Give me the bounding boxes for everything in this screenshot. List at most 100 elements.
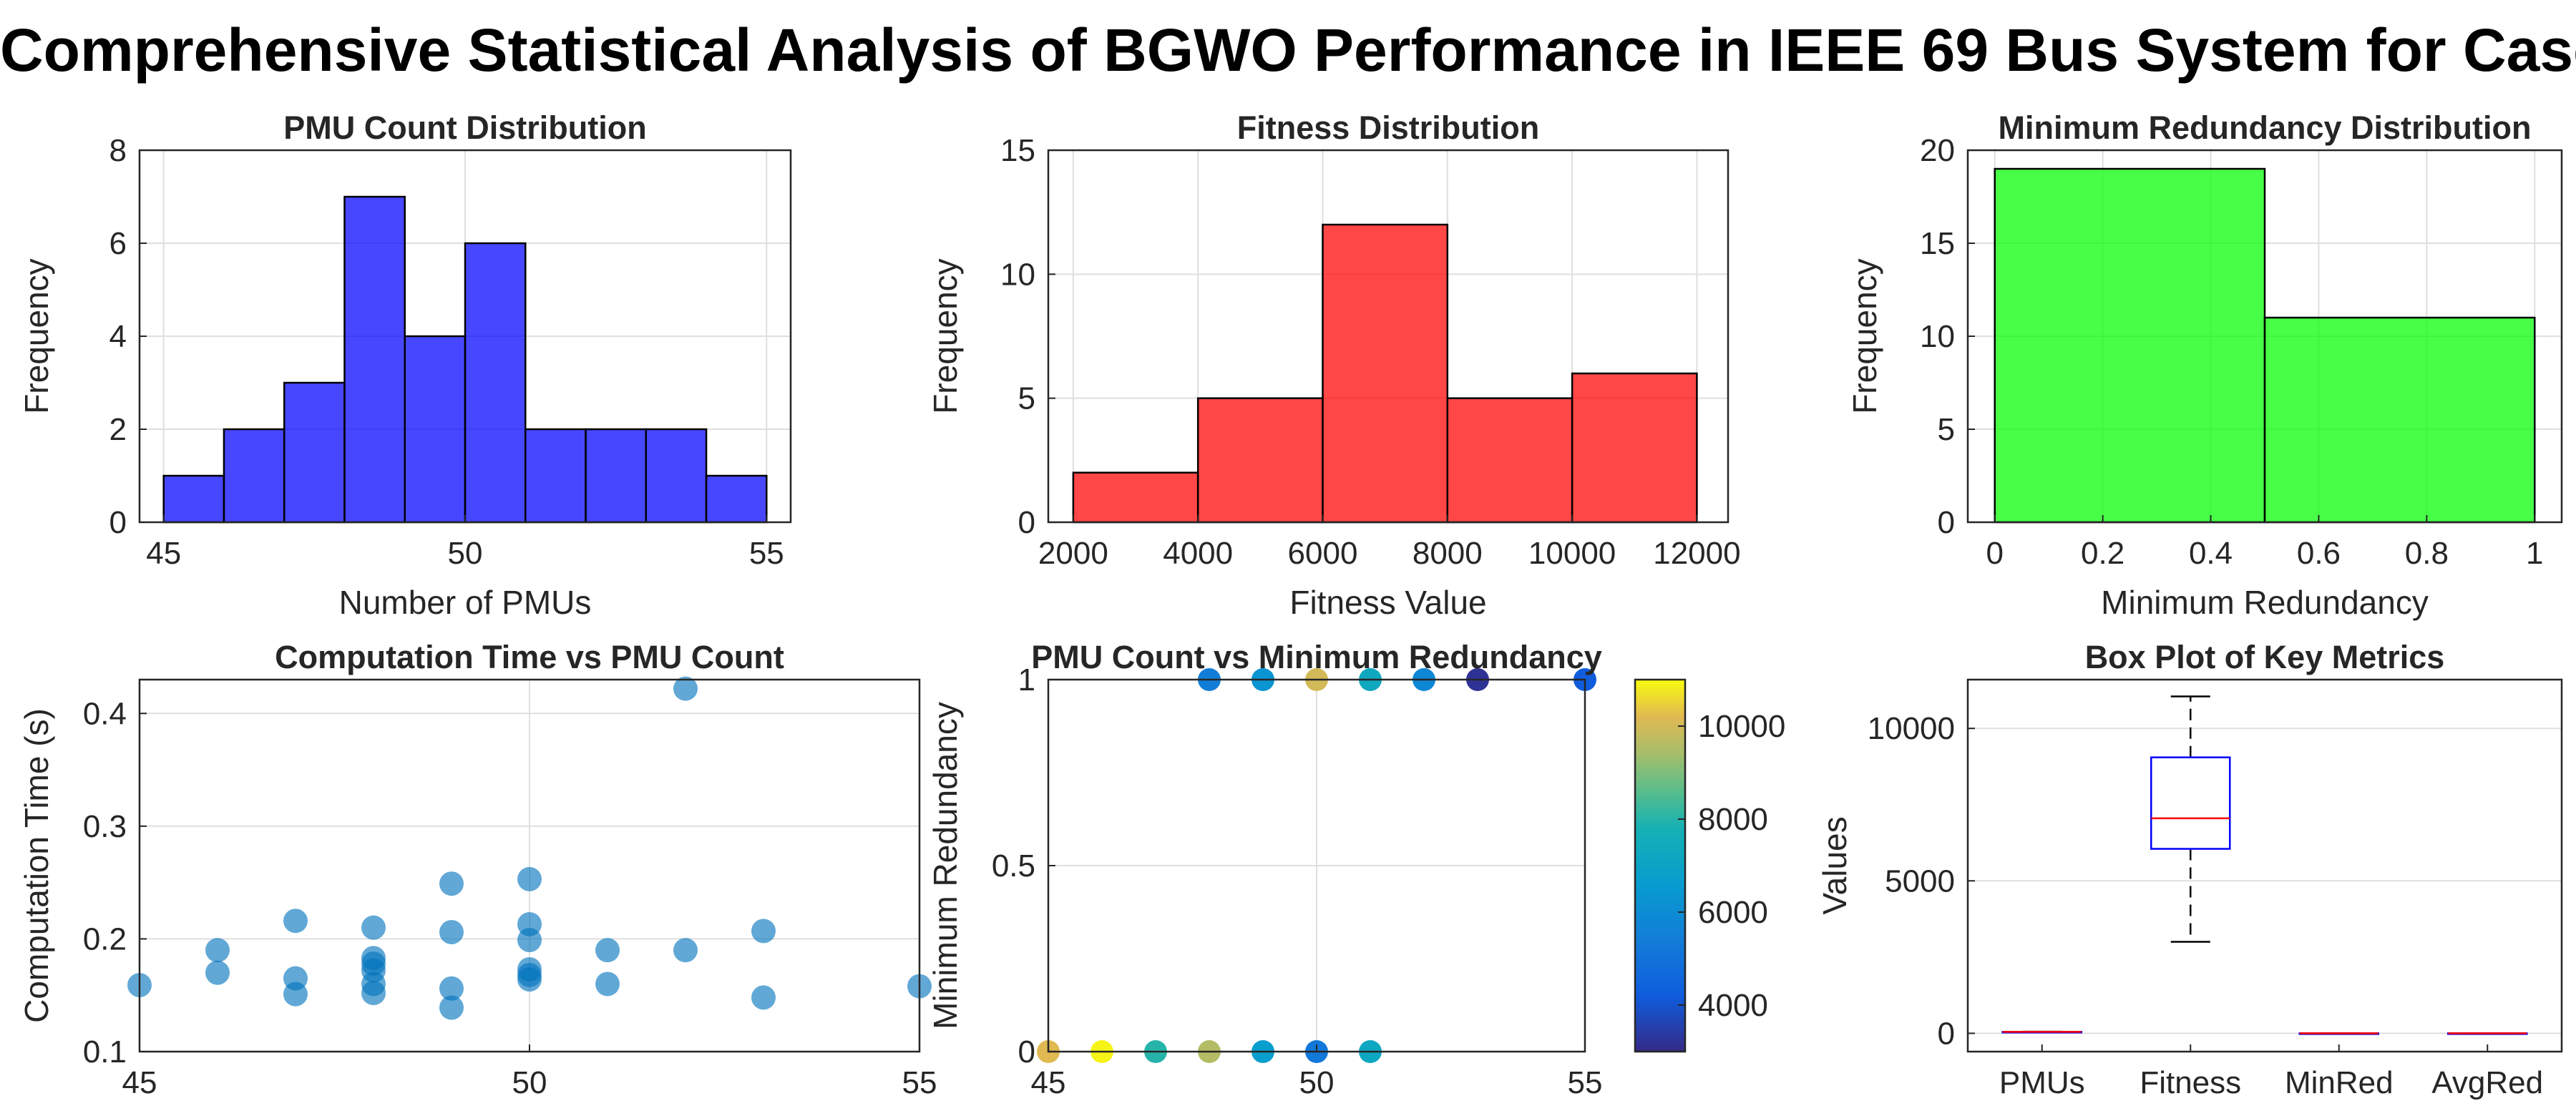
y-axis-label: Frequency	[927, 258, 964, 413]
histogram-bar	[585, 428, 648, 524]
y-axis-label: Computation Time (s)	[18, 708, 55, 1023]
scatter-point	[283, 909, 308, 934]
y-tick-label: 0	[1018, 1034, 1035, 1070]
histogram-bar	[464, 242, 527, 524]
x-tick-label: 1	[2526, 536, 2543, 571]
chart-title: PMU Count Distribution	[283, 109, 646, 146]
histogram-bar	[705, 474, 768, 524]
x-tick-label: 0.2	[2081, 536, 2124, 571]
scatter-point	[439, 976, 464, 1001]
x-tick-label: 2000	[1038, 536, 1108, 571]
y-tick-label: 0.2	[83, 921, 127, 956]
scatter-point	[595, 971, 620, 997]
y-tick-label: 10	[1000, 257, 1035, 292]
x-tick-label: 45	[122, 1065, 157, 1100]
y-tick-label: 5000	[1885, 863, 1955, 899]
scatter-point	[517, 866, 542, 891]
scatter-point	[361, 981, 386, 1006]
x-tick-label: AvgRed	[2431, 1065, 2543, 1100]
y-tick-label: 10000	[1868, 711, 1955, 746]
scatter-point	[595, 938, 620, 963]
histogram-bar	[1072, 471, 1199, 524]
x-tick-label: 45	[146, 536, 181, 571]
x-tick-label: Fitness	[2140, 1065, 2241, 1100]
histogram-bar	[645, 428, 708, 524]
y-axis-label: Frequency	[1846, 258, 1883, 413]
x-tick-label: 50	[1299, 1065, 1335, 1100]
chart-title: PMU Count vs Minimum Redundancy	[1031, 639, 1602, 675]
histogram-bar	[525, 428, 587, 524]
y-tick-label: 0	[1938, 505, 1955, 540]
histogram-bar	[223, 428, 286, 524]
y-tick-label: 2	[109, 412, 127, 447]
box-plot-chart: PMUs Fitness MinRed AvgRed 0 5000 10000 Box Plo…	[1816, 639, 2563, 1100]
axes-box	[1047, 149, 1729, 524]
y-tick-label: 10	[1920, 319, 1955, 354]
x-tick-label: 0	[1986, 536, 2003, 571]
x-tick-label: 55	[902, 1065, 937, 1100]
time-scatter-chart: 45 50 55 0.1 0.2 0.3 0.4 Computation Time vs PM…	[18, 639, 937, 1116]
scatter-point	[439, 995, 464, 1020]
y-tick-label: 4	[109, 319, 127, 354]
y-tick-label: 0	[1938, 1016, 1955, 1051]
x-tick-label: 4000	[1163, 536, 1233, 571]
chart-title: Fitness Distribution	[1237, 109, 1540, 146]
histogram-bar	[162, 474, 225, 524]
scatter-point	[439, 871, 464, 896]
x-tick-label: 12000	[1653, 536, 1740, 571]
x-axis-label: Number of PMUs	[404, 1113, 656, 1116]
x-tick-label: 8000	[1413, 536, 1483, 571]
x-axis-label: Number of PMUs	[1191, 1113, 1443, 1116]
x-tick-label: 55	[749, 536, 784, 571]
y-tick-label: 0.5	[992, 848, 1035, 884]
chart-title: Box Plot of Key Metrics	[2085, 639, 2445, 675]
histogram-bar	[1322, 223, 1449, 524]
x-axis-label: Fitness Value	[1289, 584, 1486, 621]
y-axis-label: Minimum Redundancy	[927, 702, 964, 1029]
y-axis-label: Frequency	[18, 258, 55, 413]
y-tick-label: 15	[1000, 133, 1035, 168]
scatter-point	[751, 919, 776, 944]
x-tick-label: 10000	[1528, 536, 1616, 571]
x-tick-label: 55	[1568, 1065, 1603, 1100]
scatter-point	[751, 985, 776, 1010]
scatter-point	[361, 915, 386, 940]
x-axis-label: Number of PMUs	[339, 584, 592, 621]
histogram-bar	[283, 381, 346, 524]
scatter-point	[517, 967, 542, 992]
chart-title: Computation Time vs PMU Count	[275, 639, 784, 675]
figure-title: Comprehensive Statistical Analysis of BG…	[0, 16, 2576, 84]
x-tick-label: 0.6	[2297, 536, 2341, 571]
x-tick-label: 50	[512, 1065, 547, 1100]
colorbar-tick-label: 8000	[1698, 802, 1768, 837]
colorbar-tick-label: 4000	[1698, 988, 1768, 1023]
colorbar	[1634, 678, 1687, 1053]
y-tick-label: 5	[1938, 412, 1955, 447]
x-tick-label: 6000	[1288, 536, 1358, 571]
x-tick-label: 50	[448, 536, 483, 571]
pmu-hist-chart: 45 50 55 0 2 4 6 8 PMU Count Distribution Number …	[18, 109, 792, 621]
histogram-bar	[404, 335, 467, 524]
scatter-point	[205, 938, 230, 963]
y-tick-label: 0	[109, 505, 127, 540]
y-tick-label: 20	[1920, 133, 1955, 168]
axes-box	[1966, 678, 2563, 1053]
scatter-point	[673, 938, 698, 963]
y-tick-label: 1	[1018, 662, 1035, 698]
colorbar-tick-label: 10000	[1698, 709, 1785, 744]
y-tick-label: 8	[109, 133, 127, 168]
x-tick-label: 0.4	[2189, 536, 2233, 571]
y-tick-label: 15	[1920, 226, 1955, 261]
histogram-bar	[343, 195, 406, 524]
scatter-point	[439, 919, 464, 944]
y-tick-label: 0.1	[83, 1034, 127, 1070]
fitness-hist-chart: 2000 4000 6000 8000 10000 12000 0 5 10 15 Fitness …	[927, 109, 1741, 621]
x-tick-label: MinRed	[2285, 1065, 2394, 1100]
scatter-point	[283, 982, 308, 1007]
histogram-bar	[1196, 397, 1324, 524]
y-tick-label: 0.3	[83, 809, 127, 844]
box	[2150, 756, 2231, 850]
chart-title: Minimum Redundancy Distribution	[1998, 109, 2531, 146]
